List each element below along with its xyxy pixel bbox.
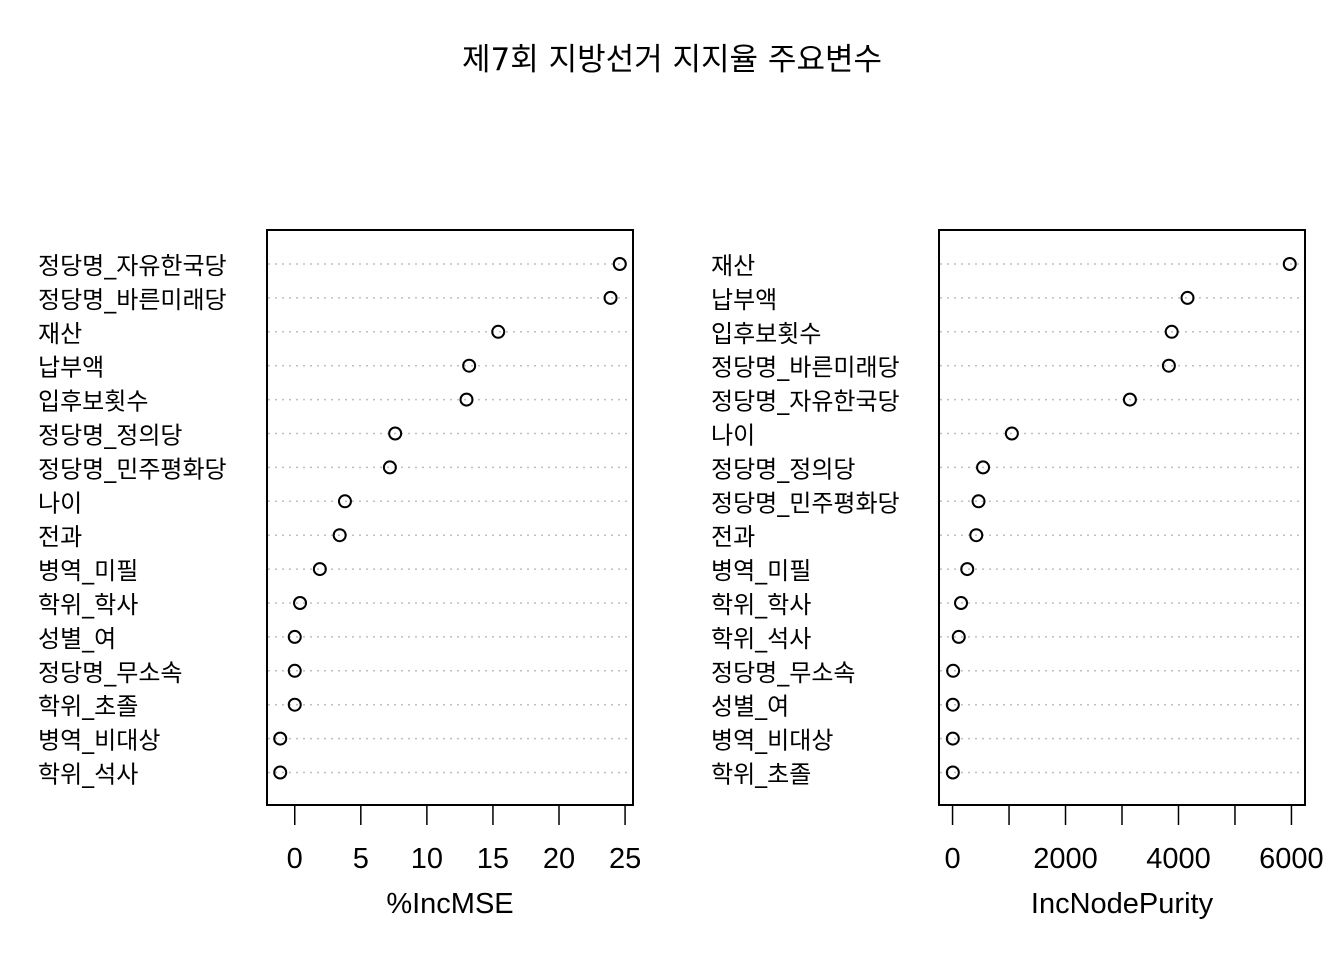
data-point: [337, 494, 352, 509]
category-label: 정당명_민주평화당: [711, 489, 900, 517]
x-tick-label: 20: [543, 843, 575, 875]
category-label: 학위_초졸: [711, 761, 811, 789]
category-label: 입후보횟수: [38, 388, 148, 416]
x-tick-label: 4000: [1146, 843, 1211, 875]
category-label: 병역_비대상: [711, 727, 833, 755]
data-point: [1282, 257, 1297, 271]
data-point: [969, 528, 984, 543]
data-point: [945, 731, 960, 746]
data-point: [273, 731, 288, 746]
data-point: [332, 528, 347, 543]
data-point: [312, 562, 327, 577]
category-label: 입후보횟수: [711, 320, 821, 348]
x-tick-label: 5: [353, 843, 369, 875]
page-title: 제7회 지방선거 지지율 주요변수: [461, 42, 883, 78]
category-label: 성별_여: [711, 693, 789, 721]
data-point: [603, 290, 618, 305]
data-point: [459, 392, 474, 407]
chart-panel-1: 정당명_자유한국당정당명_바른미래당재산납부액입후보횟수정당명_정의당정당명_민…: [38, 229, 641, 920]
category-label: 정당명_민주평화당: [38, 455, 227, 483]
x-axis-label: %IncMSE: [386, 888, 513, 920]
data-point: [954, 596, 969, 610]
plot-frame: [938, 229, 1306, 806]
data-point: [1122, 392, 1137, 407]
category-label: 병역_미필: [38, 557, 138, 585]
category-label: 정당명_바른미래당: [38, 286, 227, 314]
chart-panel-2: 재산납부액입후보횟수정당명_바른미래당정당명_자유한국당나이정당명_정의당정당명…: [711, 229, 1324, 920]
x-axis-label: IncNodePurity: [1031, 888, 1214, 920]
plot-frame: [266, 229, 634, 806]
data-point: [960, 562, 975, 577]
data-point: [1164, 324, 1179, 339]
x-tick-label: 2000: [1033, 843, 1098, 875]
category-label: 학위_석사: [38, 761, 138, 789]
data-point: [287, 697, 302, 712]
category-label: 성별_여: [38, 625, 116, 653]
data-point: [388, 426, 403, 441]
data-point: [976, 460, 991, 475]
category-label: 정당명_무소속: [38, 659, 182, 687]
data-point: [971, 494, 986, 509]
x-tick-label: 0: [287, 843, 303, 875]
x-tick-label: 6000: [1259, 843, 1324, 875]
data-point: [946, 663, 961, 678]
x-tick-label: 25: [609, 843, 641, 875]
category-label: 학위_학사: [711, 591, 811, 619]
category-label: 납부액: [711, 286, 777, 314]
data-point: [1004, 426, 1019, 441]
category-label: 나이: [711, 422, 755, 450]
category-label: 병역_비대상: [38, 727, 160, 755]
category-label: 학위_초졸: [38, 693, 138, 721]
x-tick-label: 15: [477, 843, 509, 875]
category-label: 정당명_바른미래당: [711, 354, 900, 382]
category-label: 정당명_정의당: [711, 455, 855, 483]
x-tick-label: 0: [944, 843, 960, 875]
data-point: [287, 629, 302, 644]
data-point: [287, 663, 302, 678]
data-point: [1180, 290, 1195, 305]
category-label: 정당명_자유한국당: [38, 252, 227, 280]
category-label: 정당명_자유한국당: [711, 388, 900, 416]
data-point: [1161, 358, 1176, 373]
data-point: [491, 324, 506, 339]
data-point: [293, 596, 308, 610]
category-label: 정당명_무소속: [711, 659, 855, 687]
category-label: 학위_석사: [711, 625, 811, 653]
category-label: 학위_학사: [38, 591, 138, 619]
category-label: 정당명_정의당: [38, 422, 182, 450]
category-label: 전과: [711, 523, 755, 551]
data-point: [951, 629, 966, 644]
data-point: [612, 257, 627, 271]
data-point: [462, 358, 477, 373]
data-point: [382, 460, 397, 475]
x-tick-label: 10: [411, 843, 443, 875]
category-label: 병역_미필: [711, 557, 811, 585]
category-label: 납부액: [38, 354, 104, 382]
data-point: [945, 697, 960, 712]
category-label: 재산: [38, 320, 82, 348]
data-point: [273, 765, 288, 780]
category-label: 전과: [38, 523, 82, 551]
category-label: 나이: [38, 489, 82, 517]
category-label: 재산: [711, 252, 755, 280]
data-point: [945, 765, 960, 780]
